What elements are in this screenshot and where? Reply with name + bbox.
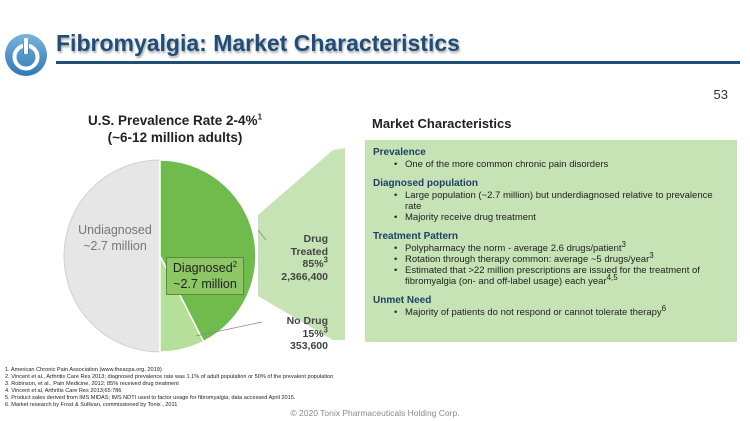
drug-treated-line1: Drug xyxy=(303,233,329,245)
no-drug-label: No Drug 15%3 353,600 xyxy=(258,315,328,353)
drug-treated-line2: Treated xyxy=(290,245,328,258)
diagnosed-label-line1: Diagnosed xyxy=(172,261,233,275)
chart-title-footnote: 1 xyxy=(257,112,263,122)
bullet-footnote: 4,5 xyxy=(606,272,618,282)
section-title: Prevalence xyxy=(373,147,426,158)
pie-slice-undiagnosed xyxy=(63,159,161,353)
market-characteristics-heading: Market Characteristics xyxy=(372,116,512,131)
drug-treated-percent: 85% xyxy=(302,258,324,270)
footnote-line: 1. American Chronic Pain Association (ww… xyxy=(5,367,162,373)
footnote-line: 6. Market research by Frost & Sullivan, … xyxy=(5,402,178,409)
bullet-item: One of the more common chronic pain diso… xyxy=(394,159,729,170)
market-characteristics-box: PrevalenceOne of the more common chronic… xyxy=(365,140,737,342)
bullet-text: Majority receive drug treatment xyxy=(405,212,536,223)
leader-line-drug-treated xyxy=(257,229,267,241)
bullet-list: One of the more common chronic pain diso… xyxy=(373,159,729,170)
drug-treated-label: Drug Treated 85%3 2,366,400 xyxy=(258,233,328,283)
diagnosed-footnote: 2 xyxy=(232,259,238,269)
title-rule xyxy=(56,61,740,64)
undiagnosed-label: Undiagnosed ~2.7 million xyxy=(70,222,160,254)
bullet-item: Estimated that >22 million prescriptions… xyxy=(394,265,729,287)
bullet-item: Majority receive drug treatment xyxy=(394,212,729,223)
bullet-item: Large population (~2.7 million) but unde… xyxy=(394,190,729,212)
bullet-list: Large population (~2.7 million) but unde… xyxy=(373,190,729,223)
no-drug-line1: No Drug xyxy=(286,315,328,327)
bullet-text: Rotation through therapy common: average… xyxy=(405,254,650,265)
section-title: Treatment Pattern xyxy=(373,231,459,242)
chart-title-line2: (~6-12 million adults) xyxy=(107,130,243,145)
bullet-item: Rotation through therapy common: average… xyxy=(394,250,729,265)
bullet-footnote: 3 xyxy=(649,250,654,260)
bullet-text: Estimated that >22 million prescriptions… xyxy=(405,265,700,287)
undiagnosed-label-line1: Undiagnosed xyxy=(78,223,152,237)
no-drug-footnote: 3 xyxy=(323,325,328,334)
diagnosed-label-box: Diagnosed2 ~2.7 million xyxy=(166,257,244,295)
footnotes: 1. American Chronic Pain Association (ww… xyxy=(5,367,525,410)
page-number: 53 xyxy=(713,87,728,102)
callout-connector xyxy=(258,148,345,340)
bullet-text: One of the more common chronic pain diso… xyxy=(405,159,609,170)
drug-treated-footnote: 3 xyxy=(323,255,328,265)
pie-slice-drug-treated xyxy=(159,159,257,343)
bullet-text: Polypharmacy the norm - average 2.6 drug… xyxy=(405,243,622,254)
bullet-list: Majority of patients do not respond or c… xyxy=(373,303,729,318)
bullet-list: Polypharmacy the norm - average 2.6 drug… xyxy=(373,239,729,287)
leader-line-no-drug xyxy=(195,321,263,337)
bullet-footnote: 3 xyxy=(621,239,626,249)
diagnosed-label-line2: ~2.7 million xyxy=(173,277,237,291)
no-drug-value: 353,600 xyxy=(290,340,328,352)
page-title: Fibromyalgia: Market Characteristics xyxy=(56,30,460,56)
power-button-logo-icon xyxy=(5,34,47,76)
section-title: Diagnosed population xyxy=(373,178,478,189)
footnote-line: 2. Vincent et al., Arthritis Care Res 20… xyxy=(5,374,334,381)
bullet-item: Majority of patients do not respond or c… xyxy=(394,303,729,318)
bullet-footnote: 6 xyxy=(661,303,667,313)
bullet-text: Majority of patients do not respond or c… xyxy=(405,307,662,318)
copyright: © 2020 Tonix Pharmaceuticals Holding Cor… xyxy=(290,408,460,418)
bullet-text: Large population (~2.7 million) but unde… xyxy=(405,190,713,212)
no-drug-percent: 15% xyxy=(302,327,324,340)
drug-treated-value: 2,366,400 xyxy=(281,270,328,283)
footnote-line: 4. Vincent et al, Arthritis Care Res 201… xyxy=(5,388,122,395)
footnote-line: 3. Robinson, et al., Pain Medicine, 2012… xyxy=(5,381,179,388)
chart-title: U.S. Prevalence Rate 2-4%1 (~6-12 millio… xyxy=(70,112,280,146)
footnote-line: 5. Product sales derived from IMS MIDAS;… xyxy=(5,395,296,402)
bullet-item: Polypharmacy the norm - average 2.6 drug… xyxy=(394,239,729,254)
chart-title-line1: U.S. Prevalence Rate 2-4% xyxy=(87,113,258,128)
section-title: Unmet Need xyxy=(373,295,432,306)
undiagnosed-label-line2: ~2.7 million xyxy=(83,239,147,253)
